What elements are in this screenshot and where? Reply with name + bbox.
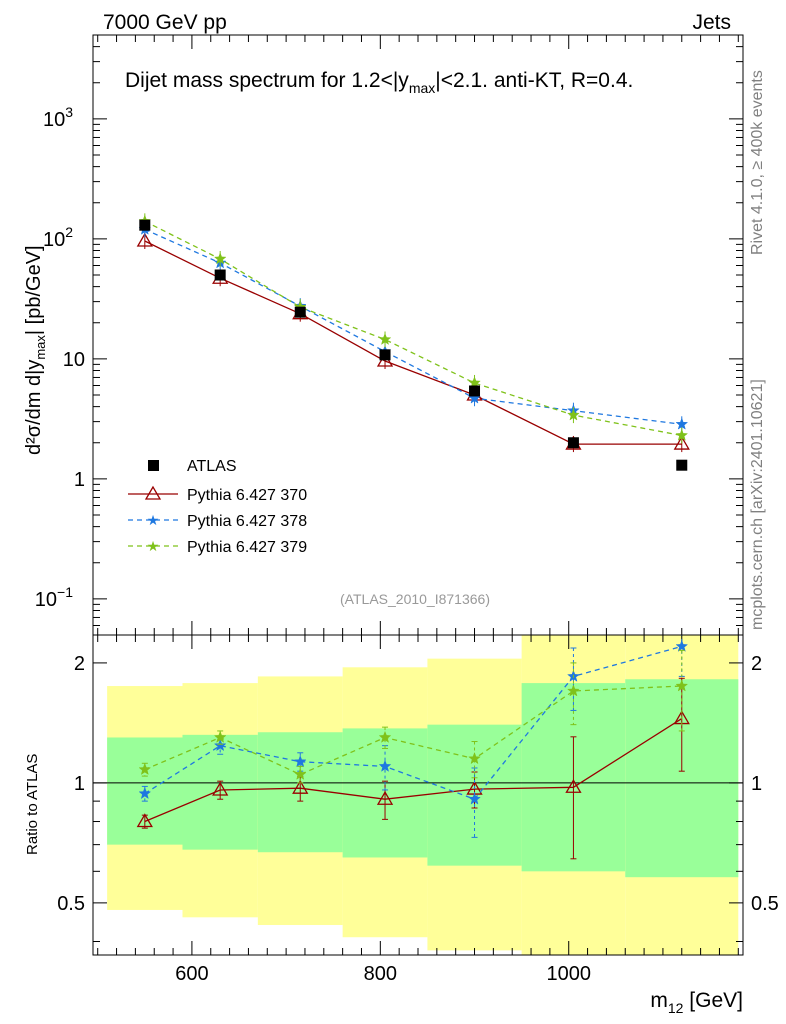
ratio-series-point-1	[468, 792, 481, 805]
ratio-series-point-0	[212, 781, 229, 796]
legend-370-label: Pythia 6.427 370	[187, 487, 307, 504]
legend-atlas-marker	[148, 460, 159, 471]
ratio-series-point-2	[468, 751, 481, 765]
atlas-data-point	[214, 269, 226, 281]
ratio-series-point-1	[293, 754, 307, 768]
ratio-series-point-0	[292, 779, 309, 794]
main-series-point-1	[675, 417, 689, 430]
ratio-y-tick-label-right: 1	[751, 773, 762, 795]
main-series-point-2	[213, 252, 227, 265]
ratio-series-point-0	[376, 790, 394, 805]
legend-379-marker: ★	[147, 538, 160, 554]
atlas-data-point	[139, 219, 151, 231]
atlas-data-point	[676, 459, 688, 471]
ratio-plot-panel: 0.5 0.5 1 1 2 2 600 800 1000 Ratio to ATLAS	[24, 634, 779, 985]
x-tick-label: 600	[175, 963, 208, 985]
main-plot-panel: 10−1 1 10 102 103 Dijet mass spectrum for 1.…	[23, 34, 744, 636]
ratio-series-point-0	[136, 813, 153, 828]
legend-378-marker: ★	[147, 512, 160, 528]
main-y-tick-label: 10	[63, 349, 85, 371]
main-series-point-0	[136, 232, 153, 247]
atlas-data-point	[379, 349, 391, 361]
ratio-series-point-2	[213, 730, 227, 743]
ratio-series-point-1	[675, 639, 689, 652]
ratio-series-point-1	[138, 786, 152, 800]
ratio-series-point-0	[565, 778, 582, 793]
main-y-tick-label: 1	[74, 469, 85, 491]
main-ylabel: d²σ/dm d|ymax| [pb/GeV]	[23, 245, 48, 455]
ratio-series-point-1	[213, 739, 227, 752]
analysis-label: (ATLAS_2010_I871366)	[340, 591, 490, 607]
atlas-data-point	[294, 306, 306, 318]
legend-atlas-label: ATLAS	[187, 458, 237, 475]
legend-370-marker	[144, 485, 162, 500]
main-series-point-0	[673, 435, 690, 450]
header-right-label: Jets	[692, 11, 731, 34]
ratio-series-point-1	[378, 759, 392, 772]
rivet-version-label: Rivet 4.1.0, ≥ 400k events	[749, 70, 766, 255]
ratio-y-tick-label-right: 2	[751, 653, 762, 675]
header-left-label: 7000 GeV pp	[103, 11, 227, 34]
main-title: Dijet mass spectrum for 1.2<|ymax|<2.1. …	[125, 69, 633, 96]
main-series-point-2	[675, 428, 689, 441]
ratio-y-tick-label: 1	[74, 773, 85, 795]
main-series-point-2	[378, 332, 392, 345]
ratio-y-tick-label-right: 0.5	[751, 893, 779, 915]
main-y-tick-label: 103	[43, 104, 73, 131]
main-plot-frame	[93, 35, 743, 635]
main-y-tick-label: 102	[43, 224, 73, 251]
ratio-y-tick-label: 2	[74, 653, 85, 675]
ratio-y-tick-label: 0.5	[57, 893, 85, 915]
atlas-data-point	[567, 437, 579, 449]
x-axis-label: m12 [GeV]	[650, 989, 743, 1016]
x-tick-label: 1000	[546, 963, 591, 985]
ratio-series-point-2	[567, 684, 580, 697]
legend: ATLAS Pythia 6.427 370 ★ Pythia 6.427 37…	[128, 458, 307, 556]
main-series-point-2	[567, 408, 580, 421]
ratio-ylabel: Ratio to ATLAS	[24, 754, 41, 855]
x-tick-label: 800	[364, 963, 397, 985]
mcplots-label: mcplots.cern.ch [arXiv:2401.10621]	[749, 379, 766, 630]
main-y-tick-label: 10−1	[35, 584, 73, 611]
ratio-series-point-2	[378, 730, 392, 743]
ratio-series-point-2	[293, 767, 307, 780]
legend-378-label: Pythia 6.427 378	[187, 513, 307, 530]
ratio-series-point-2	[138, 762, 152, 775]
ratio-series-point-2	[675, 679, 689, 692]
atlas-data-point	[469, 385, 481, 397]
legend-379-label: Pythia 6.427 379	[187, 539, 307, 556]
